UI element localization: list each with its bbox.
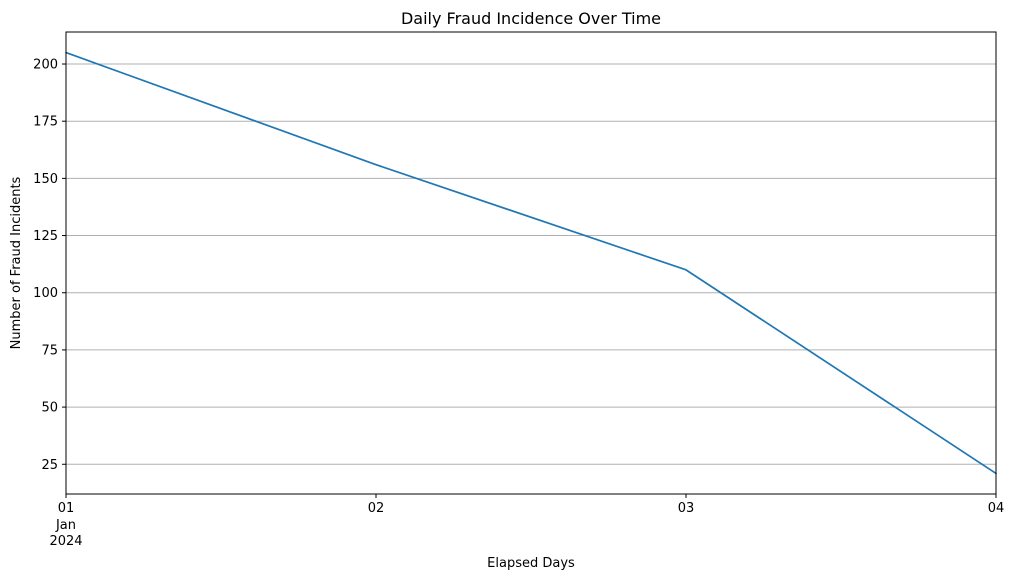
y-tick-label: 25 — [41, 458, 58, 473]
y-tick-label: 125 — [33, 229, 58, 244]
x-tick-sublabel: Jan — [55, 518, 76, 533]
y-tick-label: 50 — [41, 401, 58, 416]
y-tick-label: 175 — [33, 115, 58, 130]
y-tick-label: 75 — [41, 343, 58, 358]
grid-lines — [66, 63, 996, 465]
series-line — [65, 51, 997, 475]
x-tick-label: 03 — [678, 501, 695, 516]
y-tick-label: 100 — [33, 286, 58, 301]
x-axis-label: Elapsed Days — [487, 556, 575, 571]
x-tick-label: 01 — [58, 501, 75, 516]
series-layer — [65, 51, 997, 475]
x-tick-label: 02 — [368, 501, 385, 516]
y-axis-ticks: 25 50 75 100 125 150 175 200 — [33, 58, 66, 473]
chart-title: Daily Fraud Incidence Over Time — [401, 9, 661, 28]
x-tick-label: 04 — [988, 501, 1005, 516]
y-tick-label: 150 — [33, 172, 58, 187]
plot-frame — [65, 31, 997, 495]
x-tick-sublabel: 2024 — [49, 534, 82, 549]
y-axis-label: Number of Fraud Incidents — [9, 176, 24, 349]
y-tick-label: 200 — [33, 58, 58, 73]
